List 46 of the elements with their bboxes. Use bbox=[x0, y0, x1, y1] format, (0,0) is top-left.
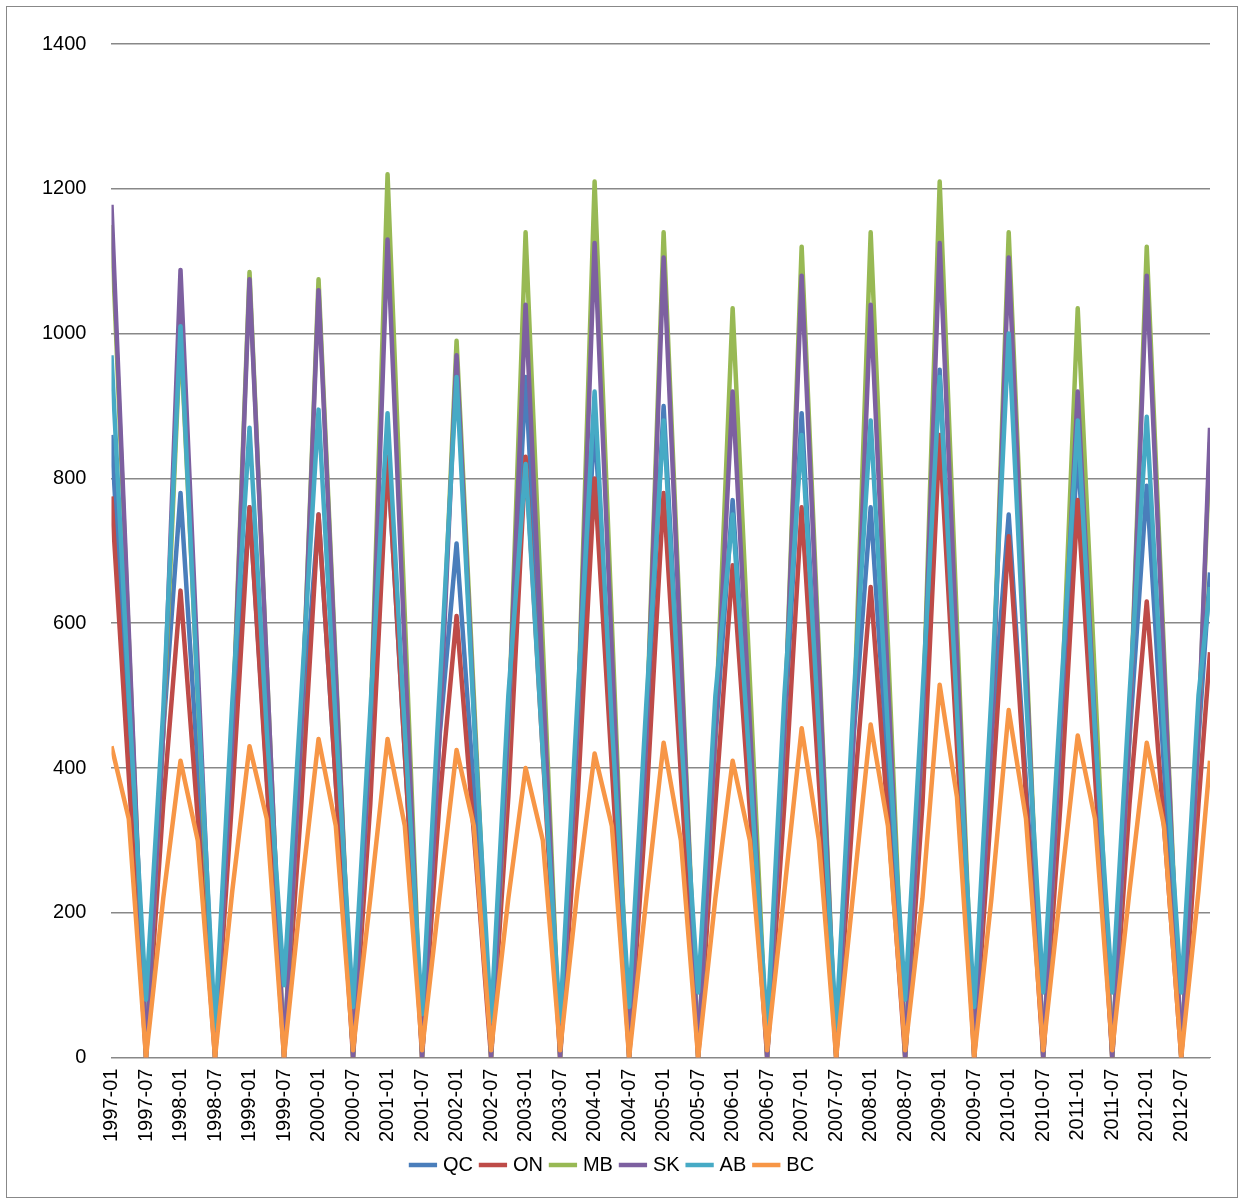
y-tick-label: 1400 bbox=[41, 31, 87, 54]
y-tick-label: 800 bbox=[53, 465, 87, 488]
x-tick-label: 2010-01 bbox=[996, 1068, 1019, 1143]
x-tick-label: 2010-07 bbox=[1030, 1068, 1053, 1143]
x-tick-label: 2001-07 bbox=[409, 1068, 432, 1143]
x-tick-label: 2002-01 bbox=[444, 1068, 467, 1143]
y-tick-label: 400 bbox=[53, 755, 87, 778]
x-tick-label: 2006-07 bbox=[754, 1068, 777, 1143]
x-tick-label: 2003-07 bbox=[547, 1068, 570, 1143]
x-tick-label: 2009-07 bbox=[961, 1068, 984, 1143]
x-tick-label: 2005-01 bbox=[651, 1068, 674, 1143]
x-tick-label: 2001-01 bbox=[375, 1068, 398, 1143]
x-tick-label: 1998-01 bbox=[168, 1068, 191, 1143]
x-tick-label: 2011-01 bbox=[1065, 1068, 1088, 1141]
x-tick-label: 1999-07 bbox=[271, 1068, 294, 1143]
x-tick-label: 2007-07 bbox=[823, 1068, 846, 1143]
x-tick-label: 2012-07 bbox=[1168, 1068, 1191, 1143]
legend-label: QC bbox=[442, 1152, 473, 1175]
y-tick-label: 1200 bbox=[41, 176, 87, 199]
x-tick-label: 2002-07 bbox=[478, 1068, 501, 1143]
y-tick-label: 1000 bbox=[41, 321, 87, 344]
x-tick-label: 2000-01 bbox=[306, 1068, 329, 1143]
x-tick-label: 2008-07 bbox=[892, 1068, 915, 1143]
y-tick-label: 600 bbox=[53, 610, 87, 633]
x-tick-label: 1999-01 bbox=[237, 1068, 260, 1143]
legend-label: BC bbox=[786, 1152, 815, 1175]
x-tick-label: 2008-01 bbox=[858, 1068, 881, 1143]
legend-label: MB bbox=[582, 1152, 613, 1175]
legend-label: SK bbox=[652, 1152, 681, 1175]
x-tick-label: 2003-01 bbox=[513, 1068, 536, 1143]
x-tick-label: 2012-01 bbox=[1134, 1068, 1157, 1143]
x-tick-label: 2006-01 bbox=[720, 1068, 743, 1143]
x-tick-label: 1998-07 bbox=[202, 1068, 225, 1143]
x-tick-label: 2004-07 bbox=[616, 1068, 639, 1143]
y-tick-label: 200 bbox=[53, 900, 87, 923]
legend-label: ON bbox=[512, 1152, 543, 1175]
x-tick-label: 1997-01 bbox=[99, 1068, 122, 1143]
x-tick-label: 2011-07 bbox=[1099, 1068, 1122, 1141]
x-tick-label: 2005-07 bbox=[685, 1068, 708, 1143]
x-tick-label: 2007-01 bbox=[789, 1068, 812, 1143]
x-tick-label: 2009-01 bbox=[927, 1068, 950, 1143]
y-tick-label: 0 bbox=[75, 1045, 87, 1068]
x-tick-label: 2004-01 bbox=[582, 1068, 605, 1143]
x-tick-label: 2000-07 bbox=[340, 1068, 363, 1143]
x-tick-label: 1997-07 bbox=[133, 1068, 156, 1143]
legend-label: AB bbox=[719, 1152, 747, 1175]
